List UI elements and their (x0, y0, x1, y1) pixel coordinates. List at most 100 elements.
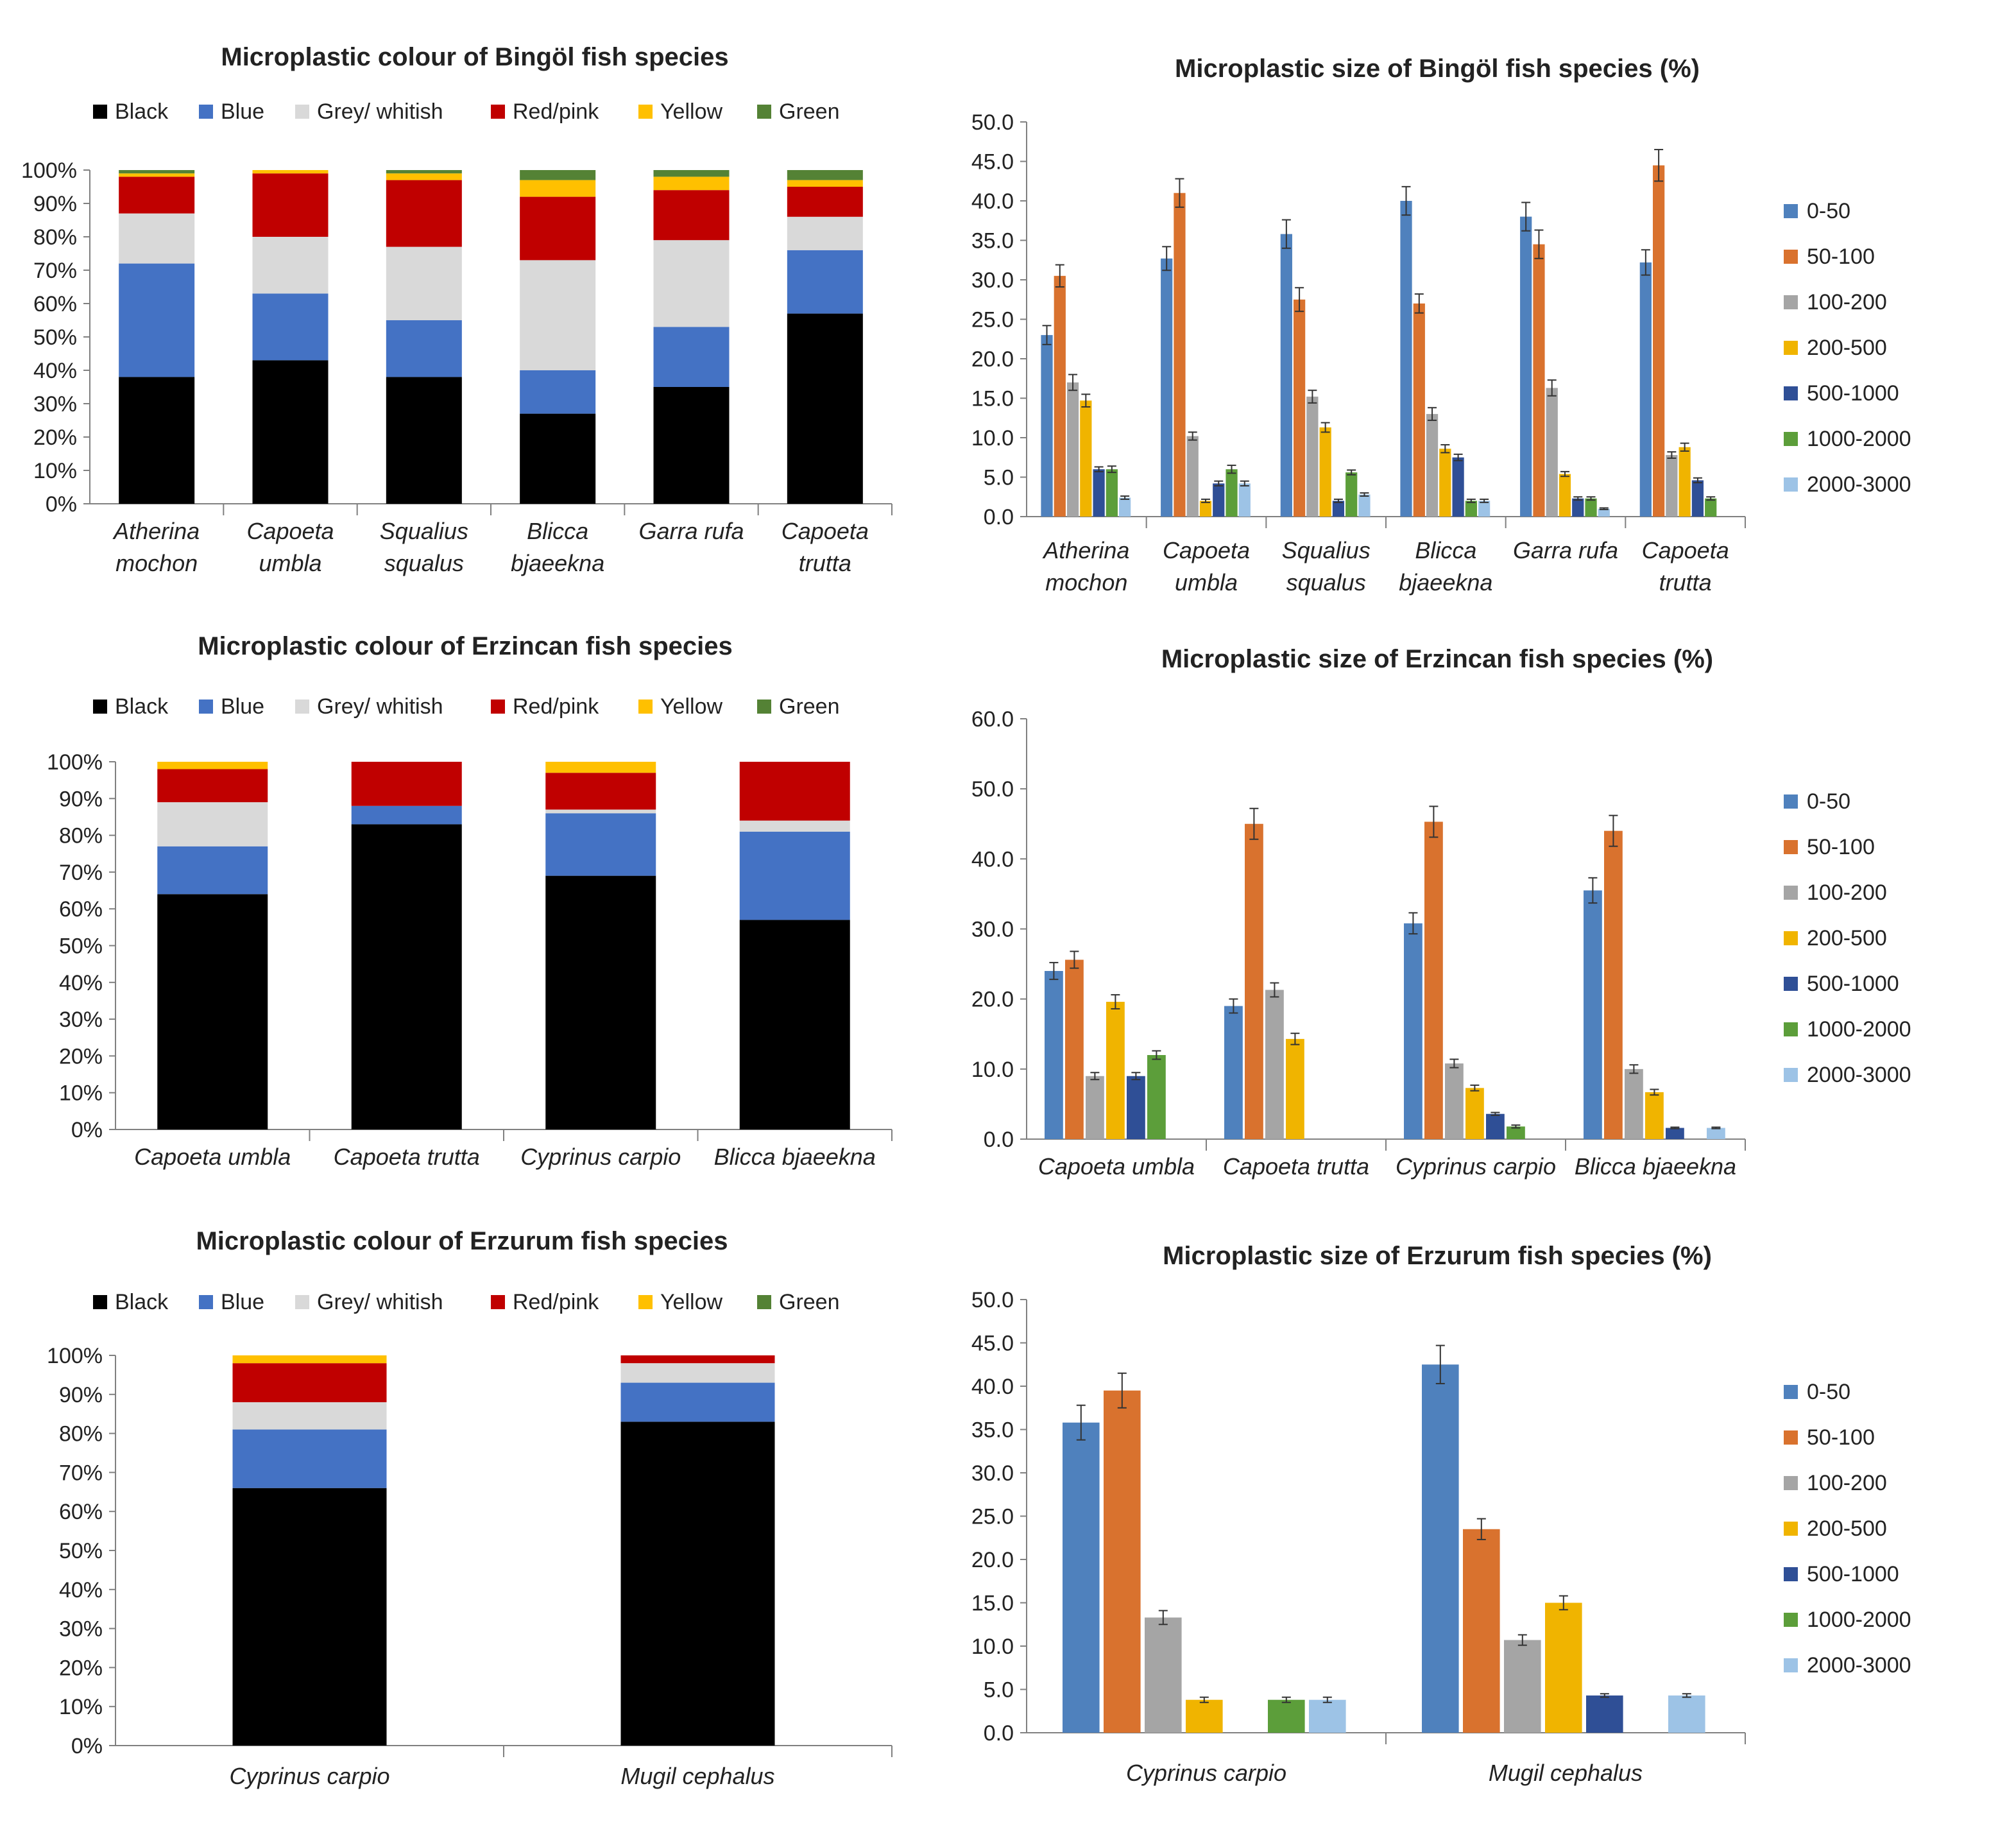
legend-label: 2000-3000 (1807, 1653, 1911, 1678)
bar-0-50-capoeta-umbla (1045, 971, 1063, 1139)
bar-blue-capoeta-umbla (252, 293, 329, 361)
category-label: Mugil cephalus (620, 1763, 774, 1789)
legend-label: Red/pink (513, 694, 599, 719)
y-tick-label: 30% (59, 1617, 103, 1642)
bar-yellow-garra-rufa (653, 176, 730, 191)
bar-1000-2000-blicca-bjaeekna (1465, 501, 1477, 517)
legend-label: Yellow (660, 694, 722, 719)
y-tick-label: 20% (59, 1656, 103, 1680)
bar-50-100-capoeta-umbla (1174, 193, 1186, 517)
y-tick-label: 50.0 (971, 1288, 1014, 1312)
bar-black-capoeta-trutta (351, 824, 462, 1129)
category-label: Mugil cephalus (1489, 1760, 1643, 1786)
bar-green-atherina-mochon (119, 170, 195, 174)
bar-100-200-squalius-squalus (1306, 397, 1319, 517)
bar-0-50-atherina-mochon (1041, 335, 1053, 517)
bar-200-500-cyprinus-carpio (1186, 1699, 1223, 1733)
y-tick-label: 60.0 (971, 707, 1014, 732)
legend-label: 2000-3000 (1807, 1063, 1911, 1087)
legend-label: Black (115, 1290, 169, 1314)
bar-100-200-cyprinus-carpio (1445, 1063, 1464, 1139)
bar-200-500-capoeta-umbla (1199, 501, 1212, 517)
legend-swatch-100-200 (1784, 1476, 1798, 1490)
y-tick-label: 20.0 (971, 1548, 1014, 1572)
bar-grey-whitish-blicca-bjaeekna (520, 260, 596, 370)
bingol-size-svg: Microplastic size of Bingöl fish species… (971, 55, 1911, 596)
bar-200-500-capoeta-trutta (1286, 1038, 1304, 1139)
legend-swatch-50-100 (1784, 840, 1798, 854)
bar-red-pink-cyprinus-carpio (232, 1363, 387, 1402)
bar-blue-mugil-cephalus (620, 1382, 775, 1422)
bar-50-100-capoeta-umbla (1065, 959, 1084, 1139)
bar-200-500-mugil-cephalus (1545, 1602, 1582, 1733)
bar-200-500-squalius-squalus (1319, 427, 1331, 517)
category-label: Garra rufa (638, 518, 744, 544)
bar-2000-3000-mugil-cephalus (1668, 1695, 1705, 1733)
y-tick-label: 70% (59, 1461, 103, 1485)
y-tick-label: 15.0 (971, 387, 1014, 411)
bar-500-1000-capoeta-umbla (1127, 1076, 1145, 1139)
legend-label: 1000-2000 (1807, 1017, 1911, 1042)
bingol-colour-chart: Microplastic colour of Bingöl fish speci… (0, 26, 924, 623)
bar-yellow-cyprinus-carpio (545, 762, 656, 773)
bar-200-500-capoeta-trutta (1679, 447, 1691, 517)
legend-swatch-0-50 (1784, 794, 1798, 809)
bar-500-1000-squalius-squalus (1332, 501, 1345, 517)
y-tick-label: 100% (47, 750, 103, 775)
category-label: squalus (384, 550, 464, 576)
legend-label: 100-200 (1807, 1471, 1887, 1495)
bar-green-blicca-bjaeekna (520, 170, 596, 180)
bar-black-blicca-bjaeekna (739, 920, 850, 1129)
category-label: mochon (1045, 569, 1127, 596)
y-tick-label: 20% (59, 1044, 103, 1069)
bar-grey-whitish-capoeta-umbla (252, 237, 329, 294)
category-label: Cyprinus carpio (229, 1763, 389, 1789)
bar-50-100-capoeta-trutta (1653, 165, 1665, 517)
bar-blue-capoeta-trutta (351, 805, 462, 825)
legend-swatch-2000-3000 (1784, 1658, 1798, 1672)
legend-swatch-black (93, 105, 107, 119)
y-tick-label: 80% (59, 824, 103, 848)
bar-grey-whitish-capoeta-umbla (157, 802, 268, 846)
bar-100-200-blicca-bjaeekna (1625, 1069, 1643, 1139)
legend-swatch-green (757, 1295, 771, 1309)
y-tick-label: 60% (33, 292, 77, 316)
legend-swatch-blue (199, 1295, 213, 1309)
y-tick-label: 0.0 (984, 505, 1014, 529)
legend-label: 50-100 (1807, 245, 1875, 269)
erzurum-size-svg: Microplastic size of Erzurum fish specie… (971, 1242, 1911, 1786)
legend-label: 0-50 (1807, 199, 1850, 223)
bar-200-500-atherina-mochon (1080, 400, 1092, 517)
bar-200-500-cyprinus-carpio (1465, 1088, 1484, 1139)
category-label: squalus (1286, 569, 1366, 596)
legend-swatch-200-500 (1784, 1522, 1798, 1536)
bar-blue-capoeta-umbla (157, 846, 268, 895)
bar-black-cyprinus-carpio (232, 1488, 387, 1746)
chart-title: Microplastic size of Erzurum fish specie… (1163, 1242, 1712, 1270)
legend-label: 0-50 (1807, 789, 1850, 814)
bar-grey-whitish-blicca-bjaeekna (739, 820, 850, 832)
bar-0-50-blicca-bjaeekna (1584, 890, 1602, 1139)
bar-0-50-garra-rufa (1520, 216, 1532, 517)
bar-red-pink-mugil-cephalus (620, 1355, 775, 1364)
bar-blue-capoeta-trutta (787, 250, 863, 314)
y-tick-label: 35.0 (971, 1418, 1014, 1443)
legend-swatch-1000-2000 (1784, 1613, 1798, 1627)
bar-green-squalius-squalus (386, 170, 462, 174)
legend-swatch-1000-2000 (1784, 1022, 1798, 1036)
erzurum-colour-chart: Microplastic colour of Erzurum fish spec… (0, 1219, 924, 1823)
legend-swatch-grey-whitish (295, 700, 309, 714)
bar-500-1000-cyprinus-carpio (1486, 1113, 1505, 1139)
chart-title: Microplastic size of Bingöl fish species… (1175, 55, 1700, 83)
legend-swatch-blue (199, 700, 213, 714)
legend-swatch-2000-3000 (1784, 477, 1798, 492)
category-label: Squalius (380, 518, 468, 544)
bar-50-100-capoeta-trutta (1245, 823, 1263, 1139)
category-label: Capoeta (1642, 537, 1729, 563)
chart-title: Microplastic size of Erzincan fish speci… (1161, 645, 1713, 673)
bar-grey-whitish-cyprinus-carpio (232, 1402, 387, 1430)
bar-1000-2000-capoeta-umbla (1226, 469, 1238, 517)
y-tick-label: 30.0 (971, 268, 1014, 293)
legend-swatch-yellow (638, 700, 653, 714)
y-tick-label: 80% (59, 1422, 103, 1447)
